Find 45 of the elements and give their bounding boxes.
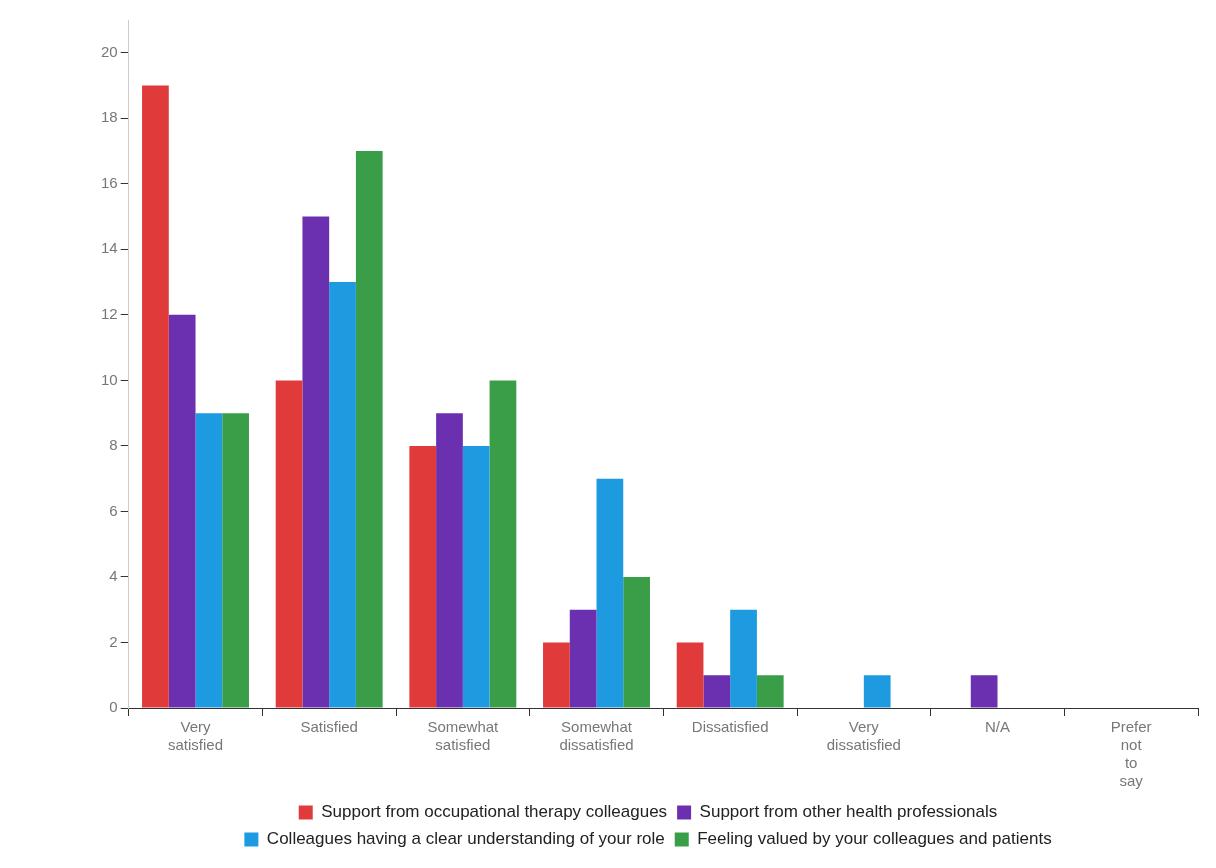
- bar: [730, 609, 757, 708]
- y-tick-label: 12: [101, 305, 118, 322]
- y-tick-label: 4: [109, 567, 118, 585]
- bar: [436, 413, 463, 708]
- y-tick-label: 2: [109, 632, 118, 650]
- x-tick-label: N/A: [985, 718, 1011, 736]
- legend-label: Colleagues having a clear understanding of your role: [266, 829, 665, 849]
- bar: [409, 445, 437, 708]
- bar: [596, 478, 624, 708]
- bar: [970, 675, 998, 708]
- bar: [543, 642, 570, 708]
- bar: [623, 576, 650, 708]
- x-tick-label: Somewhat satisfied: [427, 718, 500, 754]
- y-tick-label: 0: [109, 698, 118, 716]
- x-tick-label: Prefer not to say: [1110, 718, 1152, 790]
- legend-label: Support from other health professionals: [699, 802, 998, 822]
- bar: [569, 609, 597, 708]
- x-tick-label: Dissatisfied: [691, 718, 769, 736]
- bar: [142, 85, 169, 708]
- bar: [275, 380, 303, 708]
- legend-label: Support from occupational therapy colleagues: [321, 802, 668, 822]
- bar: [756, 675, 784, 708]
- bar: [703, 675, 731, 708]
- y-tick-label: 18: [101, 108, 118, 126]
- y-tick-label: 20: [101, 42, 118, 60]
- bar: [489, 380, 517, 708]
- y-tick-label: 6: [109, 501, 118, 519]
- bar: [195, 413, 223, 708]
- bar: [676, 642, 704, 708]
- y-tick-label: 14: [101, 239, 118, 257]
- bar: [355, 151, 383, 708]
- y-tick-label: 16: [101, 173, 118, 191]
- y-tick-label: 10: [101, 370, 118, 388]
- bar: [222, 413, 249, 708]
- bar: [462, 445, 490, 708]
- x-tick-label: Somewhat dissatisfied: [559, 718, 634, 754]
- bar: [329, 282, 356, 708]
- x-tick-label: Satisfied: [300, 718, 358, 736]
- y-tick-label: 8: [109, 436, 118, 454]
- x-tick-label: Very dissatisfied: [826, 718, 901, 754]
- bar: [863, 675, 891, 708]
- bar: [302, 216, 330, 708]
- bar: [168, 314, 196, 708]
- legend-label: Feeling valued by your colleagues and patients: [697, 829, 1052, 849]
- x-tick-label: Very satisfied: [168, 718, 224, 754]
